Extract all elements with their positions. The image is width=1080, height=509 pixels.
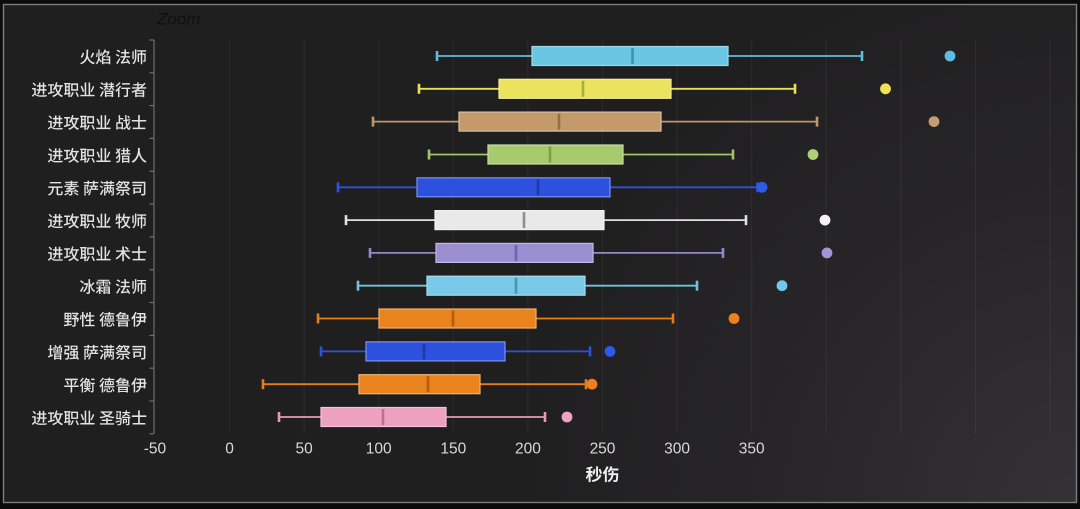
svg-text:Zoom: Zoom	[156, 10, 200, 29]
svg-text:200: 200	[515, 441, 541, 458]
svg-text:150: 150	[440, 441, 466, 458]
svg-text:100: 100	[366, 441, 392, 458]
svg-text:350: 350	[739, 441, 765, 458]
svg-text:50: 50	[295, 441, 313, 458]
svg-text:-50: -50	[144, 441, 167, 458]
svg-text:0: 0	[225, 441, 234, 458]
svg-text:300: 300	[664, 441, 690, 458]
svg-text:250: 250	[590, 441, 616, 458]
